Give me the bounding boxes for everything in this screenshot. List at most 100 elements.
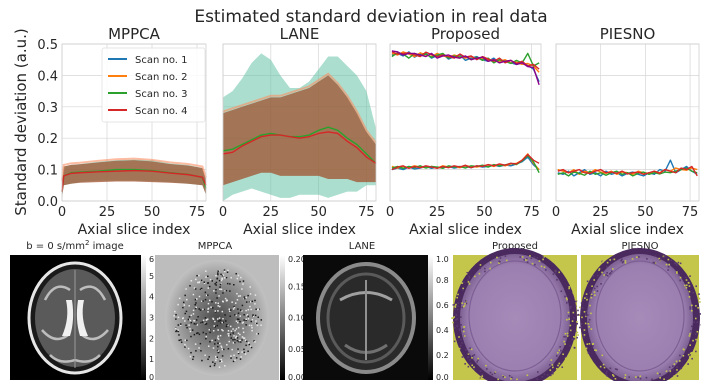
x-tick-label: 50: [637, 205, 654, 220]
speckle-dot: [219, 319, 222, 322]
mask-speckle: [504, 255, 507, 257]
mask-speckle: [564, 343, 566, 345]
mask-speckle: [458, 328, 461, 330]
speckle-dot: [201, 300, 203, 302]
mask-speckle: [658, 257, 661, 260]
mask-speckle: [455, 303, 457, 306]
speckle-dot: [212, 318, 215, 321]
speckle-dot: [194, 303, 197, 306]
chart-panel-piesno: PIESNO 0 25 50 75 Axial slice index: [552, 25, 700, 238]
speckle-dot: [207, 302, 210, 305]
speckle-dot: [188, 305, 190, 307]
mask-speckle: [557, 265, 560, 268]
speckle-dot: [240, 309, 242, 311]
colorbar-tick-label: 0.2: [436, 351, 449, 360]
speckle-dot: [254, 303, 256, 305]
figure-title: Estimated standard deviation in real dat…: [194, 7, 547, 27]
speckle-dot: [198, 308, 200, 310]
speckle-dot: [184, 343, 186, 346]
speckle-dot: [221, 360, 223, 363]
plot-frame: [389, 43, 542, 202]
speckle-dot: [201, 279, 203, 282]
mask-speckle: [543, 256, 545, 258]
speckle-dot: [226, 344, 228, 346]
mask-speckle: [614, 377, 617, 380]
speckle-dot: [213, 325, 215, 327]
mask-speckle: [566, 332, 569, 335]
speckle-dot: [240, 276, 242, 279]
x-tick-label: 25: [263, 205, 280, 220]
speckle-dot: [222, 274, 225, 276]
mppca-noise-map: [155, 255, 279, 380]
speckle-dot: [204, 317, 207, 319]
x-tick-label: 0: [219, 205, 227, 220]
speckle-dot: [213, 364, 216, 367]
mask-speckle: [573, 335, 575, 338]
mask-speckle: [652, 261, 655, 264]
mask-speckle: [590, 289, 592, 292]
speckle-dot: [218, 366, 221, 368]
mask-speckle: [662, 255, 665, 258]
speckle-dot: [234, 359, 236, 362]
mask-speckle: [499, 257, 502, 259]
x-tick-label: 25: [99, 205, 116, 220]
mask-speckle: [692, 339, 694, 342]
mask-speckle: [479, 267, 481, 270]
mask-speckle: [540, 265, 543, 268]
colorbar-tick-label: 6: [149, 255, 154, 264]
mask-speckle: [659, 259, 661, 261]
mask-speckle: [592, 345, 594, 347]
speckle-dot: [205, 319, 208, 321]
speckle-dot: [201, 359, 203, 362]
mask-speckle: [455, 345, 458, 348]
mask-speckle: [496, 256, 498, 259]
speckle-dot: [231, 348, 233, 351]
mask-speckle: [568, 329, 571, 332]
speckle-dot: [227, 335, 230, 337]
speckle-dot: [204, 354, 206, 356]
speckle-dot: [226, 324, 228, 326]
image-title-proposed: Proposed: [492, 241, 538, 252]
mask-speckle: [685, 276, 687, 279]
mask-speckle: [603, 375, 605, 378]
speckle-dot: [248, 343, 251, 346]
mask-speckle: [583, 311, 586, 313]
speckle-dot: [234, 338, 236, 341]
mask-speckle: [575, 300, 577, 303]
mask-speckle: [588, 318, 591, 321]
mask-speckle: [592, 275, 595, 277]
y-tick-label: 0.5: [37, 38, 58, 53]
x-tick-label: 50: [310, 205, 327, 220]
colorbar-tick-label: 5: [149, 272, 154, 281]
mask-speckle: [489, 267, 491, 270]
mask-speckle: [461, 306, 464, 309]
mask-speckle: [456, 325, 459, 327]
x-tick-label: 75: [189, 205, 206, 220]
mask-speckle: [620, 259, 622, 262]
mask-speckle: [687, 363, 689, 365]
speckle-dot: [254, 314, 257, 317]
speckle-dot: [177, 329, 179, 331]
mask-speckle: [494, 371, 497, 374]
speckle-dot: [217, 329, 219, 331]
speckle-dot: [236, 299, 239, 301]
speckle-dot: [234, 302, 237, 304]
speckle-dot: [241, 351, 243, 353]
mask-speckle: [606, 261, 609, 264]
mask-speckle: [590, 296, 593, 299]
mask-speckle: [659, 373, 661, 375]
mask-speckle: [561, 366, 564, 369]
mask-speckle: [465, 349, 467, 351]
mask-speckle: [586, 314, 589, 316]
speckle-dot: [243, 319, 245, 321]
mask-speckle: [689, 275, 691, 277]
speckle-dot: [192, 309, 195, 312]
mask-speckle: [565, 297, 568, 299]
mask-speckle: [474, 275, 476, 278]
speckle-dot: [220, 358, 222, 361]
mask-speckle: [556, 352, 559, 354]
mask-speckle: [581, 306, 584, 309]
speckle-dot: [251, 327, 253, 329]
mask-speckle: [662, 256, 665, 259]
speckle-dot: [212, 317, 214, 320]
